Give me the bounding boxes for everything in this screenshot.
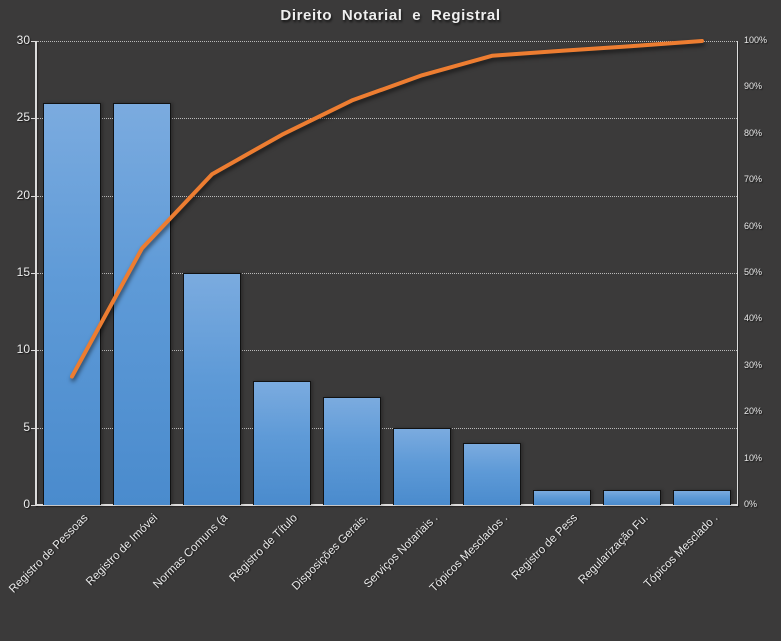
y-axis-tick <box>31 505 35 506</box>
y-axis-right-label: 50% <box>744 267 763 277</box>
y-axis-left-label: 5 <box>23 419 30 434</box>
y-axis-right-label: 30% <box>744 359 763 370</box>
x-axis-label: Registro de Título <box>227 512 301 585</box>
y-axis-right-line <box>737 41 738 506</box>
chart-title: Direito Notarial e Registral <box>280 7 501 24</box>
x-axis-label: Normas Comuns (a <box>151 512 231 591</box>
bar <box>183 273 241 505</box>
x-axis-line <box>35 504 738 506</box>
x-axis-label: Registro de Imóvei <box>84 512 161 589</box>
y-axis-right-label: 10% <box>744 452 763 463</box>
y-axis-left-label: 20 <box>16 187 30 202</box>
x-axis-label: Serviços Notariais . <box>361 512 441 591</box>
bar <box>323 396 381 505</box>
y-axis-left-label: 0 <box>23 497 30 511</box>
bar <box>533 489 591 505</box>
y-axis-left-label: 10 <box>16 342 30 357</box>
y-axis-right-label: 70% <box>744 174 763 185</box>
y-axis-left-label: 25 <box>16 110 30 125</box>
y-axis-tick <box>31 41 35 42</box>
y-axis-left-label: 30 <box>16 33 30 47</box>
bar <box>393 427 451 505</box>
x-axis-label: Regularização Fu. <box>576 512 651 587</box>
y-axis-tick <box>31 350 35 352</box>
gridline <box>37 427 737 429</box>
y-axis-tick <box>31 118 35 120</box>
x-axis-label: Disposições Gerais. <box>289 512 371 593</box>
y-axis-tick <box>31 195 35 197</box>
y-axis-right-label: 40% <box>744 313 763 324</box>
y-axis-right-label: 20% <box>744 406 763 417</box>
y-axis-right-label: 0% <box>744 499 758 509</box>
bar <box>603 489 661 505</box>
y-axis-tick <box>31 427 35 429</box>
y-axis-left-line <box>35 41 37 506</box>
x-axis-label: Registro de Pessoas <box>6 512 91 596</box>
y-axis-right-label: 60% <box>744 220 763 231</box>
y-axis-right-label: 80% <box>744 127 763 138</box>
y-axis-right-label: 100% <box>744 35 768 45</box>
x-axis-label: Registro de Pess <box>510 512 581 583</box>
gridline <box>37 41 737 42</box>
y-axis-left-label: 15 <box>16 265 30 279</box>
x-axis-label: Tópicos Mesclados . <box>427 512 511 595</box>
y-axis-tick <box>31 273 35 274</box>
plot-area <box>37 39 737 505</box>
y-axis-right-label: 90% <box>744 81 763 92</box>
bar <box>673 489 731 505</box>
x-axis-label: Tópicos Mesclado . <box>641 512 721 591</box>
bar <box>113 102 171 505</box>
bar <box>253 381 311 505</box>
bar <box>43 102 101 505</box>
bar <box>463 443 521 505</box>
